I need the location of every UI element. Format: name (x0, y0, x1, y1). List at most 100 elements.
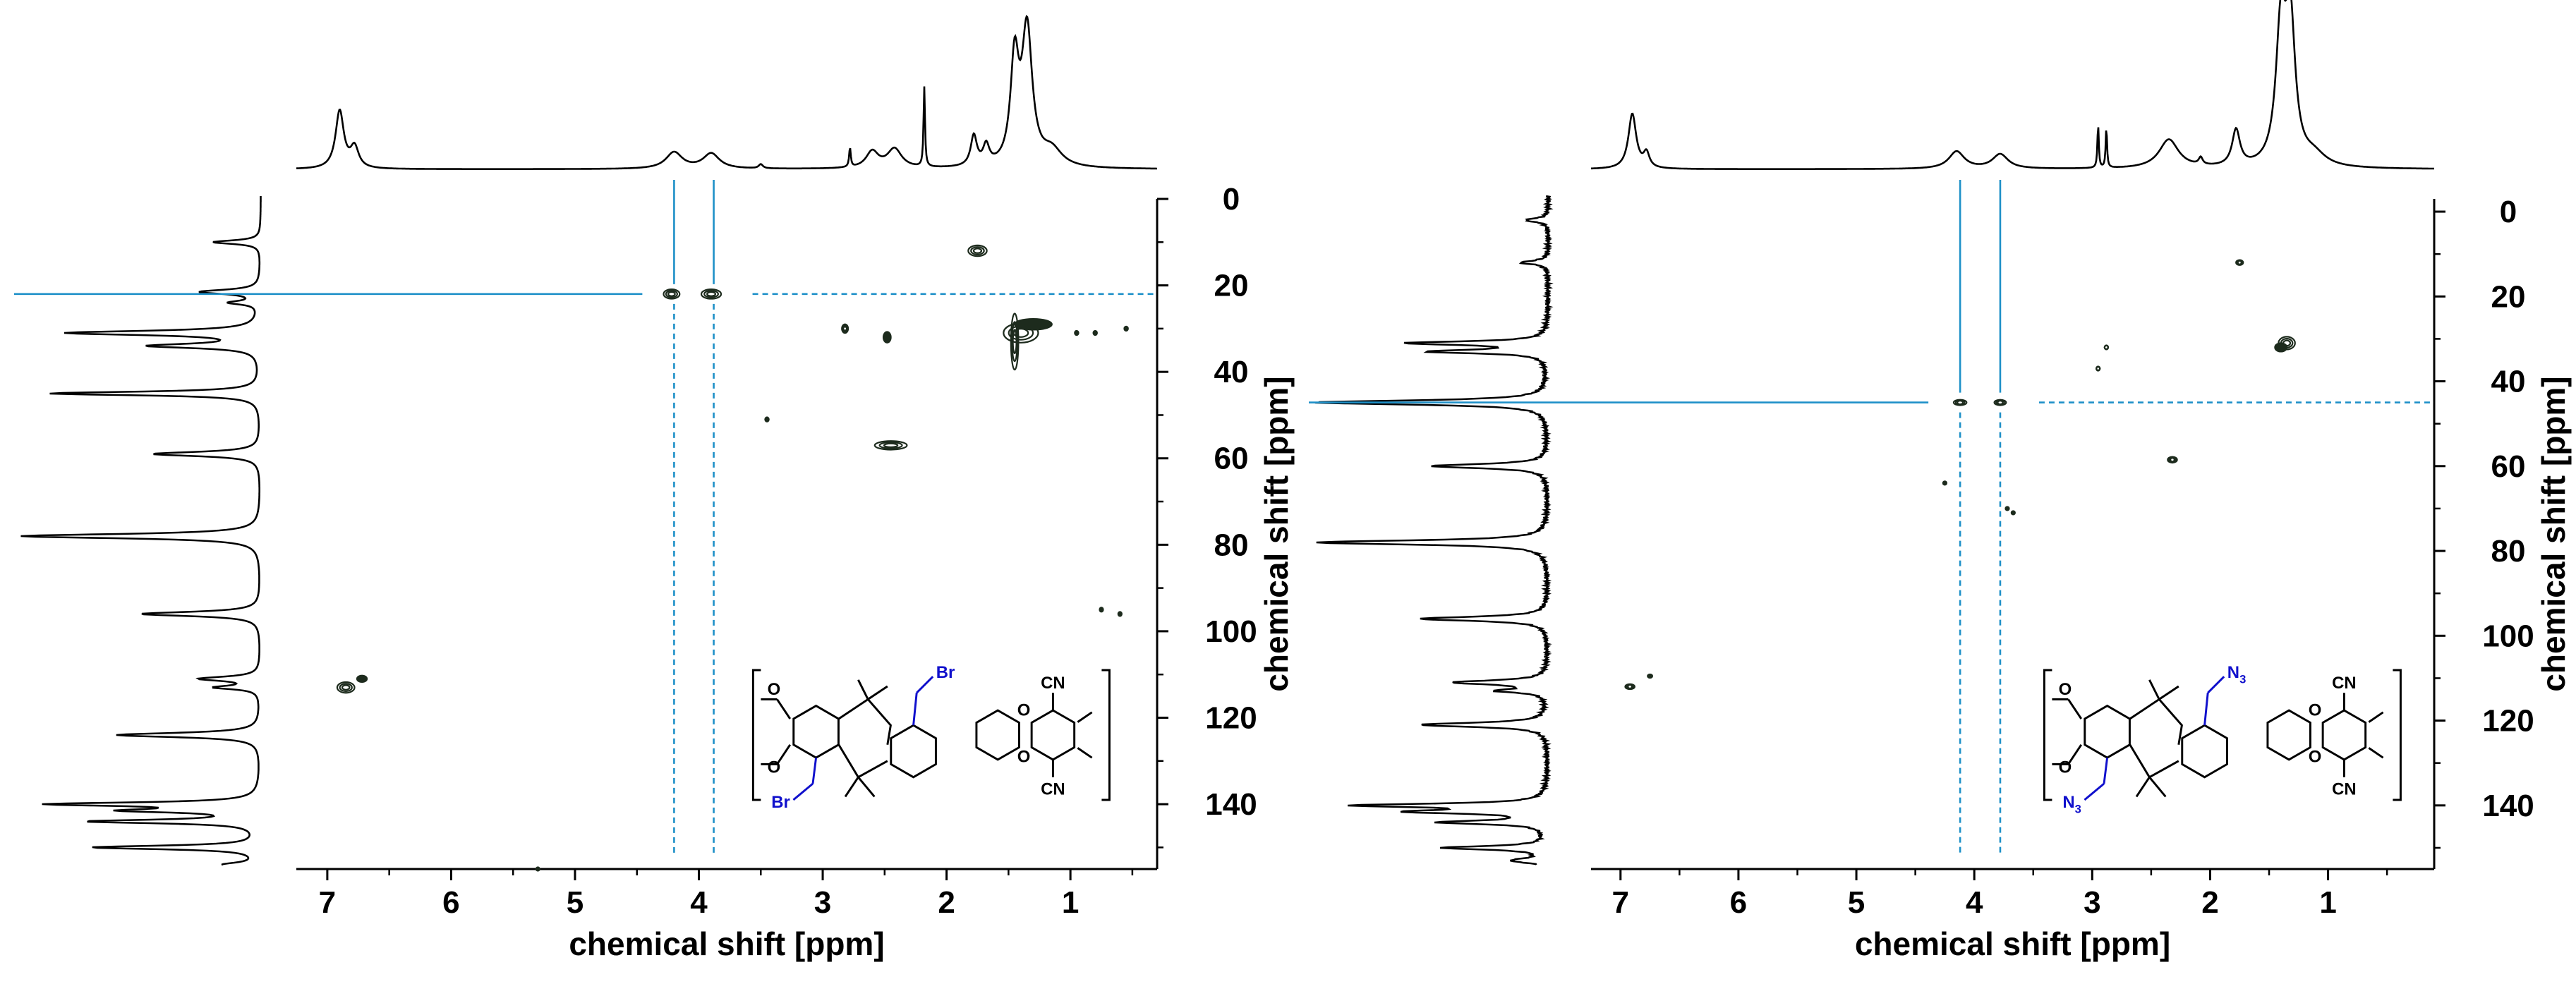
crosspeak-contour (1993, 399, 2007, 406)
crosspeak (356, 674, 368, 684)
crosspeak (1942, 480, 1947, 486)
structure-bracket-right (1101, 669, 1111, 801)
crosspeak (1952, 399, 1968, 406)
crosspeak-contour (1117, 611, 1123, 617)
structure-substituent-label: Br (936, 663, 955, 682)
y-tick-label: 60 (2491, 449, 2526, 484)
structure-cn-label: CN (1041, 674, 1065, 693)
crosspeak-contour (882, 331, 892, 344)
crosspeak-contour (1092, 329, 1098, 336)
structure-bond (844, 776, 859, 798)
structure-ring-5b (837, 744, 888, 779)
structure-cn-label: CN (2332, 674, 2357, 693)
structure-substituent-bond (2103, 758, 2109, 784)
structure-bond (2368, 711, 2384, 723)
f2-projection-spectrum (1591, 0, 2434, 170)
structure-o-label: O (2059, 680, 2072, 699)
crosspeak-contour (883, 442, 899, 449)
crosspeak-contour (2004, 506, 2010, 511)
crosspeak-contour (2170, 457, 2175, 463)
structure-substituent-bond (916, 676, 934, 694)
crosspeak-contour (842, 326, 848, 332)
y-tick-label: 40 (1214, 355, 1249, 389)
crosspeak-contour (1099, 607, 1104, 613)
structure-bond (776, 743, 792, 765)
crosspeak-contour (1010, 312, 1020, 371)
f2-projection-spectrum (296, 14, 1157, 170)
crosspeak (336, 681, 356, 694)
structure-ring-4 (2321, 709, 2367, 761)
structure-ring-1 (792, 704, 840, 759)
crosspeak (2274, 342, 2288, 353)
y-tick-label: 100 (1205, 614, 1257, 649)
y-axis-title: chemical shift [ppm] (2535, 376, 2572, 691)
structure-bracket-right (2393, 669, 2402, 801)
crosspeak-contour (972, 248, 983, 254)
crosspeak-contour (665, 290, 678, 298)
crosspeak-contour (878, 441, 903, 449)
structure-bond (2135, 776, 2151, 798)
crosspeak-contour (2010, 510, 2016, 516)
crosspeak-contour (2096, 365, 2101, 372)
structure-cn-label: CN (1041, 780, 1065, 799)
y-tick-label: 120 (2482, 704, 2534, 739)
crosspeak (1117, 611, 1123, 617)
y-tick-label: 120 (1205, 700, 1257, 735)
structure-o-label: O (768, 680, 781, 699)
structure-bracket-left (2043, 669, 2052, 801)
y-tick-label: 0 (2500, 195, 2517, 229)
f1-projection-spectrum (1314, 195, 1554, 866)
structure-o-label: O (768, 758, 781, 777)
structure-bond (2067, 743, 2083, 765)
crosspeak-contour (1952, 399, 1968, 406)
crosspeak (967, 244, 988, 257)
y-tick-label: 140 (1205, 787, 1257, 822)
crosspeak-contour (1997, 400, 2004, 406)
crosspeak (535, 866, 540, 872)
crosspeak-contour (667, 291, 676, 297)
x-tick-label: 6 (442, 885, 459, 920)
x-tick-label: 1 (2319, 885, 2336, 920)
crosspeak-contour (1647, 673, 1654, 679)
crosspeak-contour (706, 291, 717, 297)
y-tick-label: 20 (2491, 279, 2526, 314)
crosspeak (1647, 673, 1654, 679)
y-tick-label: 60 (1214, 442, 1249, 476)
structure-ring-2 (2181, 724, 2228, 779)
crosspeak-contour (1014, 317, 1053, 331)
structure-bond (2148, 776, 2167, 798)
crosspeak (1014, 317, 1053, 331)
x-tick-label: 4 (690, 885, 708, 920)
crosspeak (1074, 329, 1080, 336)
structure-o-label: O (2059, 758, 2072, 777)
crosspeak (1099, 607, 1104, 613)
crosspeak (1092, 329, 1098, 336)
x-tick-label: 4 (1966, 885, 1983, 920)
structure-substituent-bond (811, 758, 818, 784)
crosspeak-contour (339, 683, 353, 693)
crosspeak-contour (341, 684, 351, 691)
x-tick-label: 1 (1062, 885, 1079, 920)
y-tick-label: 20 (1214, 269, 1249, 303)
y-axis-title: chemical shift [ppm] (1258, 376, 1295, 691)
crosspeak (764, 416, 770, 423)
structure-substituent-label: N3 (2227, 663, 2246, 686)
crosspeak-contour (1012, 329, 1017, 355)
crosspeak-contour (1627, 684, 1633, 690)
crosspeak (2010, 510, 2016, 516)
crosspeak-contour (1074, 329, 1080, 336)
structure-o-label: O (1017, 748, 1031, 767)
structure-substituent-subscript: 3 (2075, 802, 2081, 815)
crosspeak (1123, 325, 1129, 332)
crosspeak (873, 440, 908, 451)
crosspeak (841, 323, 849, 334)
structure-o-label: O (2309, 700, 2322, 719)
x-tick-label: 7 (1612, 885, 1629, 920)
crosspeak-contour (2237, 260, 2242, 265)
structure-bond (1077, 747, 1093, 759)
structure-bracket-left (751, 669, 761, 801)
x-tick-label: 2 (2201, 885, 2218, 920)
structure-bond (857, 776, 876, 798)
